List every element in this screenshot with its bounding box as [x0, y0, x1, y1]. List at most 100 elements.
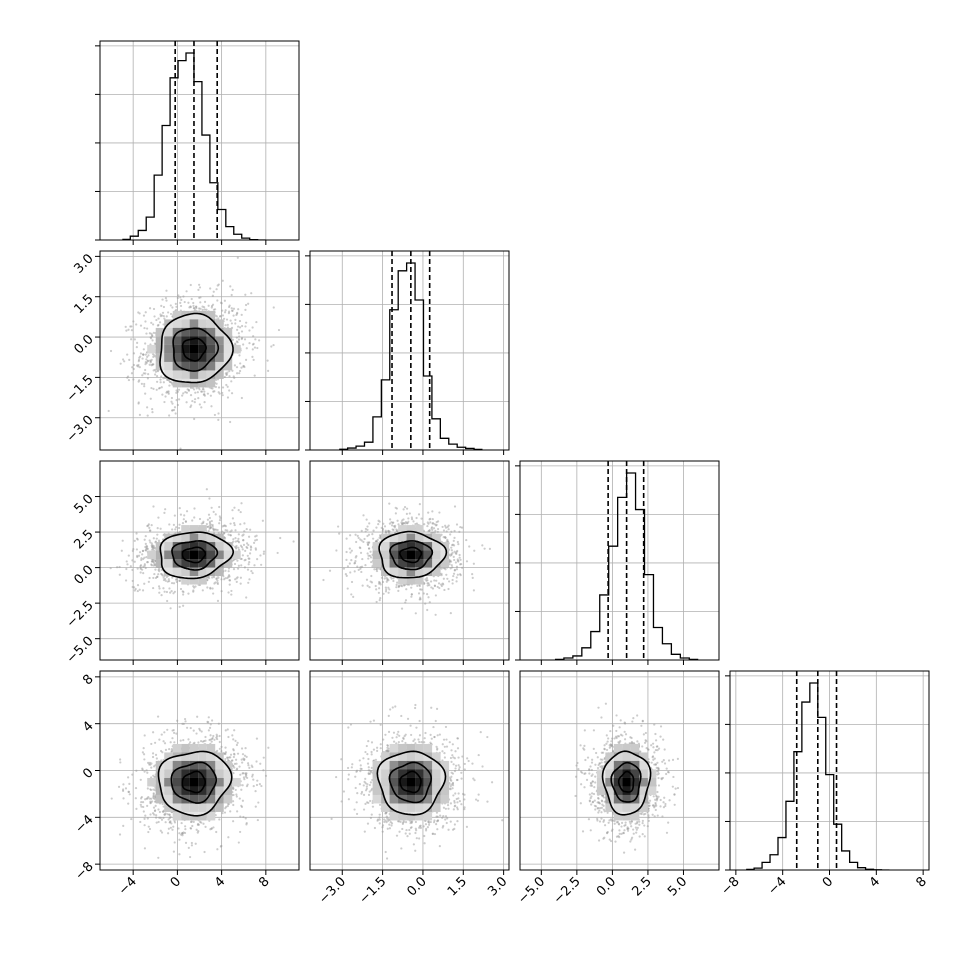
scatter-point — [322, 578, 325, 582]
scatter-point — [232, 820, 235, 823]
scatter-point — [455, 552, 458, 555]
scatter-point — [228, 575, 231, 578]
density-cell — [215, 550, 224, 560]
density-cell — [223, 361, 233, 371]
scatter-point — [169, 826, 172, 829]
scatter-point — [147, 580, 150, 583]
scatter-point — [383, 525, 387, 528]
scatter-point — [123, 360, 126, 363]
scatter-point — [194, 391, 197, 394]
scatter-point — [173, 841, 176, 844]
scatter-point — [350, 559, 353, 562]
scatter-point — [414, 612, 417, 615]
scatter-point — [175, 389, 178, 392]
scatter-point — [163, 400, 166, 404]
scatter-point — [247, 764, 250, 767]
scatter-point — [427, 530, 430, 533]
scatter-point — [252, 541, 256, 545]
scatter-point — [428, 518, 431, 521]
scatter-point — [442, 577, 445, 580]
density-cell — [415, 576, 424, 585]
axes-frame — [99, 250, 300, 451]
scatter-point — [143, 817, 146, 821]
scatter-point — [249, 545, 252, 548]
scatter-point — [163, 511, 166, 514]
density-cell — [389, 559, 399, 568]
scatter-point — [240, 758, 243, 761]
scatter-point — [446, 577, 449, 580]
density-cell — [189, 344, 199, 354]
scatter-point — [150, 766, 153, 769]
scatter-point — [210, 519, 213, 523]
density-cell — [406, 550, 416, 560]
scatter-point — [160, 375, 163, 378]
scatter-point — [424, 578, 427, 581]
scatter-point — [385, 576, 388, 580]
scatter-point — [420, 588, 423, 591]
scatter-point — [203, 308, 206, 311]
scatter-point — [193, 401, 196, 404]
scatter-point — [136, 341, 139, 344]
scatter-point — [216, 528, 219, 532]
scatter-point — [245, 542, 249, 545]
density-cell — [189, 319, 199, 328]
scatter-point — [388, 502, 391, 505]
scatter-point — [192, 301, 195, 305]
scatter-point — [359, 551, 363, 554]
scatter-point — [251, 355, 254, 358]
scatter-point — [170, 590, 173, 593]
scatter-point — [234, 322, 237, 325]
scatter-point — [358, 546, 361, 549]
scatter-point — [149, 813, 152, 816]
scatter-point — [201, 589, 204, 592]
scatter-point — [148, 797, 151, 800]
scatter-point — [187, 592, 190, 595]
scatter-point — [375, 568, 378, 571]
scatter-point — [345, 558, 348, 561]
scatter-point — [429, 580, 433, 583]
scatter-point — [405, 512, 408, 515]
scatter-point — [259, 554, 262, 557]
scatter-point — [235, 793, 238, 796]
scatter-point — [178, 507, 181, 510]
scatter-point — [262, 769, 265, 772]
scatter-point — [379, 597, 382, 600]
scatter-point — [133, 589, 136, 592]
scatter-point — [158, 738, 161, 741]
axes-frame — [519, 460, 720, 661]
scatter-point — [132, 367, 135, 371]
density-cell — [189, 550, 199, 560]
scatter-point — [455, 523, 459, 526]
density-cell — [398, 525, 407, 534]
scatter-point — [443, 588, 446, 592]
scatter-point — [216, 599, 220, 602]
scatter-point — [162, 587, 165, 590]
scatter-point — [147, 373, 150, 376]
scatter-point — [212, 290, 215, 293]
scatter-point — [249, 528, 252, 531]
scatter-point — [139, 820, 142, 824]
scatter-point — [179, 296, 182, 299]
scatter-point — [144, 353, 147, 356]
scatter-point — [139, 324, 143, 327]
scatter-point — [230, 307, 233, 310]
scatter-point — [138, 312, 141, 315]
scatter-point — [217, 576, 220, 579]
scatter-point — [193, 398, 197, 401]
scatter-point — [382, 592, 385, 595]
scatter-point — [133, 539, 136, 542]
scatter-point — [266, 359, 269, 362]
scatter-point — [226, 804, 229, 808]
scatter-point — [451, 578, 454, 582]
scatter-point — [433, 531, 436, 534]
scatter-point — [173, 514, 176, 517]
scatter-point — [216, 582, 219, 586]
density-cell — [415, 550, 424, 560]
density-cell — [189, 576, 199, 585]
density-cell — [181, 525, 190, 534]
scatter-point — [248, 329, 251, 332]
scatter-point — [236, 559, 239, 562]
scatter-point — [142, 572, 145, 575]
scatter-point — [193, 307, 196, 310]
scatter-point — [402, 518, 405, 521]
